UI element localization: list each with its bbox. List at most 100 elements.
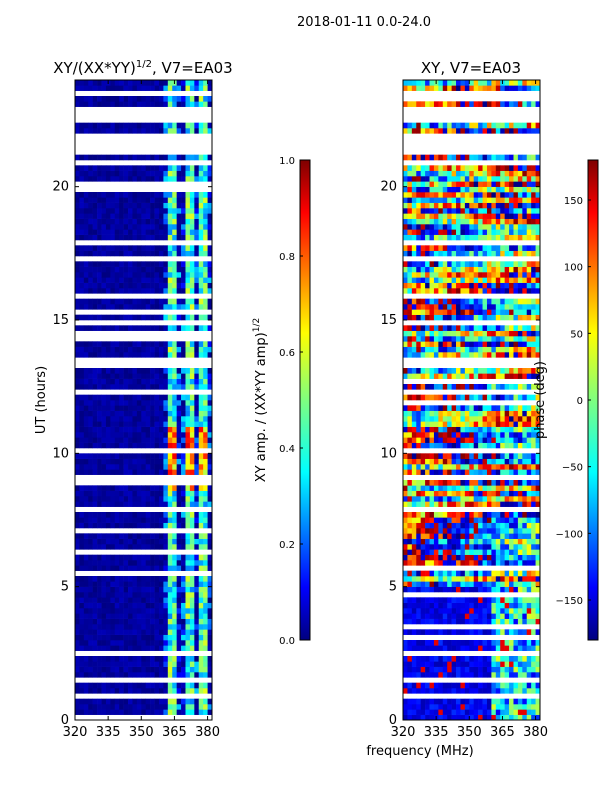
phase-cell bbox=[456, 437, 461, 443]
phase-cell bbox=[486, 544, 492, 550]
phase-cell bbox=[411, 266, 417, 273]
amp-cell bbox=[203, 410, 208, 417]
amp-cell bbox=[141, 368, 147, 374]
phase-cell bbox=[509, 709, 514, 715]
amp-cell bbox=[167, 165, 173, 171]
amp-cell bbox=[185, 229, 191, 235]
amp-cell bbox=[167, 234, 173, 241]
phase-cell bbox=[500, 586, 505, 593]
phase-cell bbox=[504, 549, 510, 555]
amp-cell bbox=[181, 245, 186, 251]
phase-cell bbox=[509, 618, 514, 625]
phase-cell bbox=[411, 560, 417, 566]
amp-cell bbox=[145, 640, 151, 646]
amp-cell bbox=[101, 704, 107, 710]
phase-cell bbox=[504, 608, 510, 614]
phase-cell bbox=[442, 570, 448, 577]
phase-cell bbox=[491, 645, 497, 651]
amp-cell bbox=[114, 176, 120, 182]
amp-cell bbox=[194, 432, 200, 438]
amp-cell bbox=[150, 378, 155, 385]
amp-cell bbox=[75, 613, 80, 619]
amp-cell bbox=[114, 261, 120, 267]
phase-cell bbox=[486, 416, 492, 422]
amp-cell bbox=[198, 176, 204, 182]
amp-cell bbox=[145, 80, 151, 86]
amp-cell bbox=[92, 586, 98, 593]
amp-cell bbox=[128, 709, 133, 715]
amp-cell bbox=[88, 458, 93, 465]
phase-cell bbox=[473, 426, 479, 433]
phase-cell bbox=[460, 309, 466, 315]
phase-cell bbox=[482, 266, 488, 273]
phase-cell bbox=[416, 560, 421, 566]
amp-cell bbox=[105, 661, 111, 667]
phase-cell bbox=[478, 250, 483, 257]
phase-cell bbox=[460, 426, 466, 433]
amp-cell bbox=[198, 453, 204, 459]
phase-cell bbox=[416, 656, 421, 662]
amp-cell bbox=[101, 421, 107, 427]
phase-cell bbox=[513, 661, 519, 667]
amp-cell bbox=[158, 656, 164, 662]
amp-cell bbox=[158, 352, 164, 358]
phase-cell bbox=[486, 469, 492, 475]
phase-cell bbox=[433, 512, 439, 518]
phase-cell bbox=[469, 410, 475, 417]
phase-cell bbox=[513, 597, 519, 603]
phase-cell bbox=[500, 437, 505, 443]
phase-cell bbox=[447, 512, 452, 518]
phase-cell bbox=[447, 576, 452, 582]
phase-cell bbox=[478, 581, 483, 587]
amp-cell bbox=[114, 538, 120, 545]
phase-cell bbox=[407, 581, 413, 587]
phase-cell bbox=[433, 266, 439, 273]
phase-cell bbox=[500, 512, 505, 518]
phase-cell bbox=[482, 394, 488, 401]
phase-cell bbox=[456, 336, 461, 342]
phase-cell bbox=[500, 272, 505, 278]
amp-cell bbox=[75, 538, 80, 545]
amp-cell bbox=[189, 405, 195, 411]
phase-cell bbox=[486, 709, 492, 715]
amp-cell bbox=[185, 245, 191, 251]
amp-cell bbox=[88, 672, 93, 678]
amp-cell bbox=[88, 213, 93, 219]
phase-cell bbox=[433, 298, 439, 305]
amp-cell bbox=[172, 634, 177, 641]
amp-cell bbox=[150, 170, 155, 177]
amp-cell bbox=[83, 458, 89, 465]
amp-cell bbox=[110, 544, 116, 550]
phase-cell bbox=[513, 570, 519, 577]
amp-cell bbox=[203, 224, 208, 230]
phase-cell bbox=[469, 533, 475, 539]
amp-cell bbox=[141, 666, 147, 673]
amp-cell bbox=[75, 544, 80, 550]
amp-cell bbox=[167, 202, 173, 209]
phase-cell bbox=[469, 250, 475, 257]
amp-cell bbox=[154, 80, 160, 86]
phase-cell bbox=[464, 442, 470, 449]
phase-cell bbox=[420, 309, 426, 315]
phase-cell bbox=[509, 352, 514, 358]
amp-cell bbox=[176, 421, 182, 427]
amp-cell bbox=[150, 341, 155, 347]
amp-cell bbox=[75, 314, 80, 321]
phase-cell bbox=[442, 245, 448, 251]
phase-cell bbox=[531, 314, 536, 321]
amp-cell bbox=[154, 512, 160, 518]
phase-cell bbox=[416, 325, 421, 331]
amp-cell bbox=[181, 581, 186, 587]
amp-cell bbox=[150, 80, 155, 86]
amp-cell bbox=[136, 565, 142, 571]
phase-cell bbox=[513, 501, 519, 507]
amp-cell bbox=[92, 96, 98, 102]
phase-cell bbox=[500, 485, 505, 491]
amp-cell bbox=[194, 437, 200, 443]
phase-cell bbox=[513, 384, 519, 390]
phase-cell bbox=[526, 373, 532, 379]
phase-cell bbox=[526, 426, 532, 433]
phase-cell bbox=[513, 533, 519, 539]
amp-cell bbox=[83, 602, 89, 609]
amp-cell bbox=[207, 405, 213, 411]
